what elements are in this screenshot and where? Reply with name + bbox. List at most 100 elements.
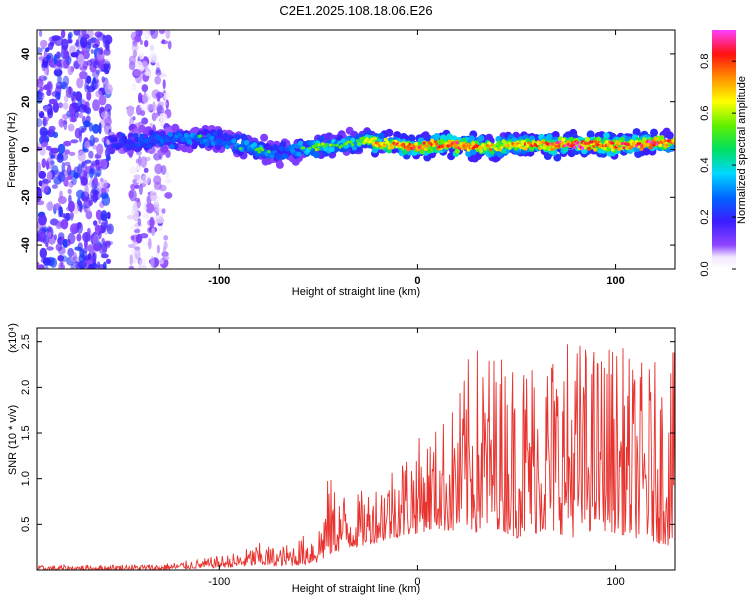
noise-speckle <box>155 205 161 213</box>
noise-speckle <box>100 179 109 189</box>
noise-speckle <box>41 181 49 194</box>
colorbar-tick-label: 0.2 <box>699 209 711 224</box>
spectrogram-x-ticks: -100 0 100 <box>208 30 625 287</box>
noise-speckle <box>57 205 62 218</box>
ridge-cell <box>479 146 483 150</box>
ridge-cell <box>356 139 360 143</box>
ridge-cell <box>622 146 626 150</box>
snr-frame <box>36 327 676 571</box>
noise-speckle <box>92 252 97 265</box>
ridge-cell <box>489 148 493 152</box>
ridge-cell <box>576 141 580 145</box>
noise-speckle <box>67 188 72 195</box>
noise-speckle <box>86 59 93 66</box>
noise-speckle <box>88 37 95 45</box>
noise-speckle <box>142 92 150 104</box>
noise-speckle <box>165 30 171 40</box>
snr-x-axis-label: Height of straight line (km) <box>292 583 420 595</box>
noise-speckle <box>38 180 43 187</box>
ridge-cell <box>317 135 325 143</box>
ridge-cell <box>362 141 366 145</box>
noise-speckle <box>47 42 54 51</box>
noise-speckle <box>132 116 136 121</box>
ridge-cell <box>385 128 394 137</box>
ridge-cell <box>498 148 502 152</box>
noise-speckle <box>149 44 155 52</box>
ridge-cell <box>671 139 675 143</box>
noise-speckle <box>82 254 86 262</box>
ridge-cell <box>541 140 545 144</box>
noise-speckle <box>96 32 105 41</box>
noise-speckle <box>39 30 43 37</box>
noise-speckle <box>127 243 136 249</box>
colorbar-tick-label: 0.6 <box>699 105 711 120</box>
noise-speckle <box>126 215 135 220</box>
ridge-cell <box>421 145 425 149</box>
noise-speckle <box>98 166 103 171</box>
y-tick-label: 20 <box>20 96 32 108</box>
noise-speckle <box>37 109 42 114</box>
ridge-cell <box>463 146 467 150</box>
noise-speckle <box>86 244 95 252</box>
ridge-cell <box>468 135 476 142</box>
ridge-cell <box>198 141 206 149</box>
ridge-cell <box>365 137 369 141</box>
ridge-cell <box>435 142 439 146</box>
noise-speckle <box>39 247 47 259</box>
ridge-cell <box>316 147 320 151</box>
noise-speckle <box>61 38 69 51</box>
ridge-cell <box>653 136 658 141</box>
noise-speckle <box>39 226 49 233</box>
noise-speckle <box>64 212 71 222</box>
noise-speckle <box>130 31 138 41</box>
noise-speckle <box>138 30 142 38</box>
ridge-cell <box>554 144 558 148</box>
ridge-cell <box>592 144 596 148</box>
noise-speckle <box>93 243 101 252</box>
ridge-cell <box>204 141 210 147</box>
ridge-cell <box>335 143 339 147</box>
noise-speckle <box>38 214 47 226</box>
noise-speckle <box>73 172 80 179</box>
noise-speckle <box>145 202 155 214</box>
noise-speckle <box>128 265 135 269</box>
noise-speckle <box>75 39 79 47</box>
noise-speckle <box>76 77 84 89</box>
ridge-cell <box>142 142 148 149</box>
ridge-cell <box>581 146 585 150</box>
noise-speckle <box>96 143 104 156</box>
y-tick-label: 0 <box>20 146 32 152</box>
noise-speckle <box>162 92 171 100</box>
noise-speckle <box>52 101 59 113</box>
ridge-cell <box>584 136 591 142</box>
snr-line <box>37 344 675 570</box>
noise-speckle <box>141 174 151 185</box>
ridge-cell <box>454 145 458 149</box>
noise-speckle <box>100 221 106 234</box>
noise-speckle <box>143 167 149 173</box>
noise-speckle <box>160 40 169 45</box>
noise-speckle <box>105 224 112 231</box>
x-tick-label: 100 <box>606 576 624 588</box>
noise-speckle <box>67 39 73 44</box>
ridge-cell <box>357 142 361 146</box>
noise-speckle <box>97 264 107 269</box>
ridge-cell <box>552 142 556 146</box>
spectrogram-y-ticks: -40 -20 0 20 40 <box>20 48 675 253</box>
noise-speckle <box>137 218 142 226</box>
noise-speckle <box>37 161 42 174</box>
ridge-cell <box>389 143 393 147</box>
snr-line-group <box>37 344 675 570</box>
noise-speckle <box>104 122 112 135</box>
noise-speckle <box>144 40 149 48</box>
noise-speckle <box>79 71 88 80</box>
noise-speckle <box>76 233 82 242</box>
snr-y-axis-label: SNR (10 * v/v) <box>7 405 19 475</box>
noise-speckle <box>88 199 93 206</box>
ridge-cell <box>454 148 460 154</box>
noise-speckle <box>39 127 49 137</box>
noise-speckle <box>150 256 155 268</box>
ridge-cell <box>136 142 142 148</box>
noise-speckle <box>67 247 75 257</box>
